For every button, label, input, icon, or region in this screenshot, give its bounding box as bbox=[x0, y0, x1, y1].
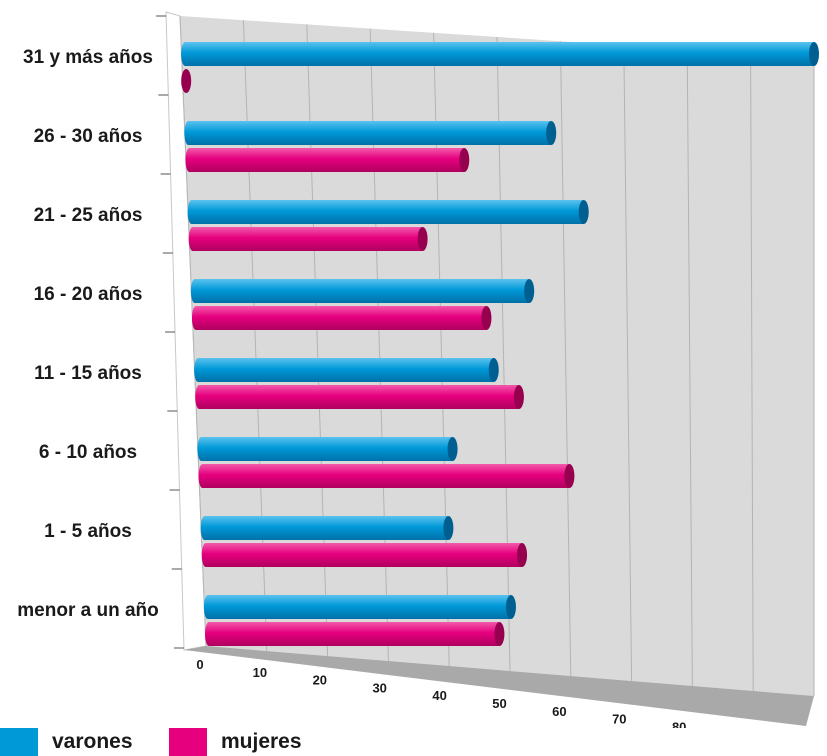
bar-mujeres-11-15-anos-body bbox=[199, 385, 519, 409]
bar-mujeres-1-5-anos-start-cap bbox=[201, 543, 210, 567]
legend-swatch-mujeres bbox=[169, 728, 207, 756]
bar-mujeres-21-25-anos-start-cap bbox=[188, 227, 197, 251]
tick-marks bbox=[156, 15, 184, 649]
bars bbox=[181, 42, 819, 646]
bar-varones-31-y-mas-anos-body bbox=[185, 42, 815, 66]
bar-varones-1-5-anos-start-cap bbox=[200, 516, 209, 540]
category-label-menor-a-un-ano: menor a un año bbox=[17, 600, 158, 621]
bar-chart: 31 y más años 26 - 30 años 21 - 25 años 16 … bbox=[17, 11, 819, 728]
bar-varones-11-15-anos bbox=[194, 358, 499, 382]
bar-varones-1-5-anos-end-cap bbox=[443, 516, 454, 540]
bar-mujeres-26-30-anos-start-cap bbox=[185, 148, 194, 172]
x-tick-label-20: 20 bbox=[313, 673, 327, 688]
bar-mujeres-1-5-anos bbox=[201, 543, 528, 567]
bar-mujeres-21-25-anos-end-cap bbox=[417, 227, 428, 251]
bar-mujeres-26-30-anos-end-cap bbox=[459, 148, 470, 172]
bar-varones-16-20-anos-end-cap bbox=[524, 279, 535, 303]
grid-line-0 bbox=[179, 15, 207, 647]
bar-varones-menor-a-un-ano-start-cap bbox=[203, 595, 212, 619]
bar-mujeres-6-10-anos-body bbox=[202, 464, 570, 488]
bar-varones-6-10-anos-start-cap bbox=[197, 437, 206, 461]
bar-mujeres-menor-a-un-ano-start-cap bbox=[205, 622, 214, 646]
category-label-26-30-anos: 26 - 30 años bbox=[34, 126, 143, 147]
bar-mujeres-6-10-anos-end-cap bbox=[564, 464, 575, 488]
bar-mujeres-6-10-anos bbox=[198, 464, 575, 488]
bar-mujeres-11-15-anos-end-cap bbox=[513, 385, 524, 409]
category-labels: 31 y más años 26 - 30 años 21 - 25 años 16 … bbox=[17, 47, 158, 621]
category-label-21-25-anos: 21 - 25 años bbox=[34, 205, 143, 226]
bar-mujeres-26-30-anos bbox=[185, 148, 470, 172]
bar-mujeres-21-25-anos bbox=[188, 227, 428, 251]
legend-label-varones: varones bbox=[52, 730, 133, 753]
grid-line-90 bbox=[750, 53, 754, 692]
bar-varones-21-25-anos-start-cap bbox=[187, 200, 196, 224]
legend-item-mujeres: mujeres bbox=[169, 728, 302, 756]
bar-varones-31-y-mas-anos bbox=[181, 42, 819, 66]
grid-line-70 bbox=[623, 45, 633, 682]
category-label-11-15-anos: 11 - 15 años bbox=[34, 363, 142, 384]
legend-item-varones: varones bbox=[0, 728, 133, 756]
bar-varones-11-15-anos-end-cap bbox=[488, 358, 499, 382]
bar-varones-26-30-anos bbox=[184, 121, 557, 145]
x-tick-label-10: 10 bbox=[253, 665, 267, 680]
bar-varones-11-15-anos-body bbox=[198, 358, 494, 382]
legend: varones mujeres bbox=[0, 728, 827, 756]
bar-varones-menor-a-un-ano bbox=[203, 595, 516, 619]
category-label-31-y-mas-anos: 31 y más años bbox=[23, 47, 153, 68]
back-wall bbox=[180, 16, 814, 696]
x-tick-label-70: 70 bbox=[612, 712, 626, 727]
bar-mujeres-16-20-anos-end-cap bbox=[481, 306, 492, 330]
bar-varones-menor-a-un-ano-end-cap bbox=[505, 595, 516, 619]
x-tick-label-40: 40 bbox=[432, 688, 446, 703]
bar-varones-21-25-anos-end-cap bbox=[578, 200, 589, 224]
bar-varones-11-15-anos-start-cap bbox=[194, 358, 203, 382]
grid-line-60 bbox=[559, 41, 572, 677]
x-tick-label-60: 60 bbox=[552, 704, 566, 719]
bar-mujeres-menor-a-un-ano bbox=[205, 622, 505, 646]
bar-mujeres-31-y-mas-anos-end-cap bbox=[181, 69, 192, 93]
bar-mujeres-1-5-anos-body bbox=[205, 543, 523, 567]
bar-mujeres-16-20-anos bbox=[191, 306, 492, 330]
bar-varones-21-25-anos bbox=[187, 200, 589, 224]
x-tick-label-80: 80 bbox=[672, 719, 686, 728]
bar-varones-6-10-anos-end-cap bbox=[447, 437, 458, 461]
category-label-6-10-anos: 6 - 10 años bbox=[39, 442, 137, 463]
bar-varones-26-30-anos-end-cap bbox=[546, 121, 557, 145]
bar-varones-31-y-mas-anos-start-cap bbox=[181, 42, 190, 66]
bar-varones-6-10-anos bbox=[197, 437, 458, 461]
bar-mujeres-31-y-mas-anos bbox=[181, 69, 192, 93]
bar-varones-menor-a-un-ano-body bbox=[207, 595, 511, 619]
bar-mujeres-menor-a-un-ano-end-cap bbox=[494, 622, 505, 646]
bar-varones-16-20-anos-start-cap bbox=[190, 279, 199, 303]
x-tick-label-30: 30 bbox=[372, 680, 386, 695]
bar-mujeres-11-15-anos-start-cap bbox=[195, 385, 204, 409]
bar-mujeres-26-30-anos-body bbox=[189, 148, 465, 172]
bar-varones-26-30-anos-start-cap bbox=[184, 121, 193, 145]
bar-mujeres-6-10-anos-start-cap bbox=[198, 464, 207, 488]
x-tick-label-90: 90 bbox=[732, 727, 746, 728]
floor bbox=[184, 646, 814, 726]
legend-label-mujeres: mujeres bbox=[221, 730, 302, 753]
bar-varones-6-10-anos-body bbox=[201, 437, 453, 461]
bar-varones-16-20-anos-body bbox=[194, 279, 530, 303]
legend-swatch-varones bbox=[0, 728, 38, 756]
bar-varones-21-25-anos-body bbox=[191, 200, 584, 224]
x-tick-label-50: 50 bbox=[492, 696, 506, 711]
bar-varones-1-5-anos bbox=[200, 516, 454, 540]
bar-varones-31-y-mas-anos-end-cap bbox=[809, 42, 819, 66]
x-tick-label-0: 0 bbox=[196, 657, 203, 672]
bar-mujeres-16-20-anos-body bbox=[195, 306, 487, 330]
category-label-1-5-anos: 1 - 5 años bbox=[44, 521, 132, 542]
bar-mujeres-11-15-anos bbox=[195, 385, 524, 409]
bar-mujeres-21-25-anos-body bbox=[192, 227, 423, 251]
category-label-16-20-anos: 16 - 20 años bbox=[34, 284, 143, 305]
grid-line-80 bbox=[686, 49, 693, 687]
bar-varones-1-5-anos-body bbox=[204, 516, 449, 540]
bar-varones-16-20-anos bbox=[190, 279, 535, 303]
bar-varones-26-30-anos-body bbox=[188, 121, 552, 145]
x-tick-labels: 0102030405060708090100 bbox=[196, 657, 746, 728]
bar-mujeres-1-5-anos-end-cap bbox=[517, 543, 528, 567]
bar-mujeres-menor-a-un-ano-body bbox=[209, 622, 500, 646]
bar-mujeres-16-20-anos-start-cap bbox=[191, 306, 200, 330]
